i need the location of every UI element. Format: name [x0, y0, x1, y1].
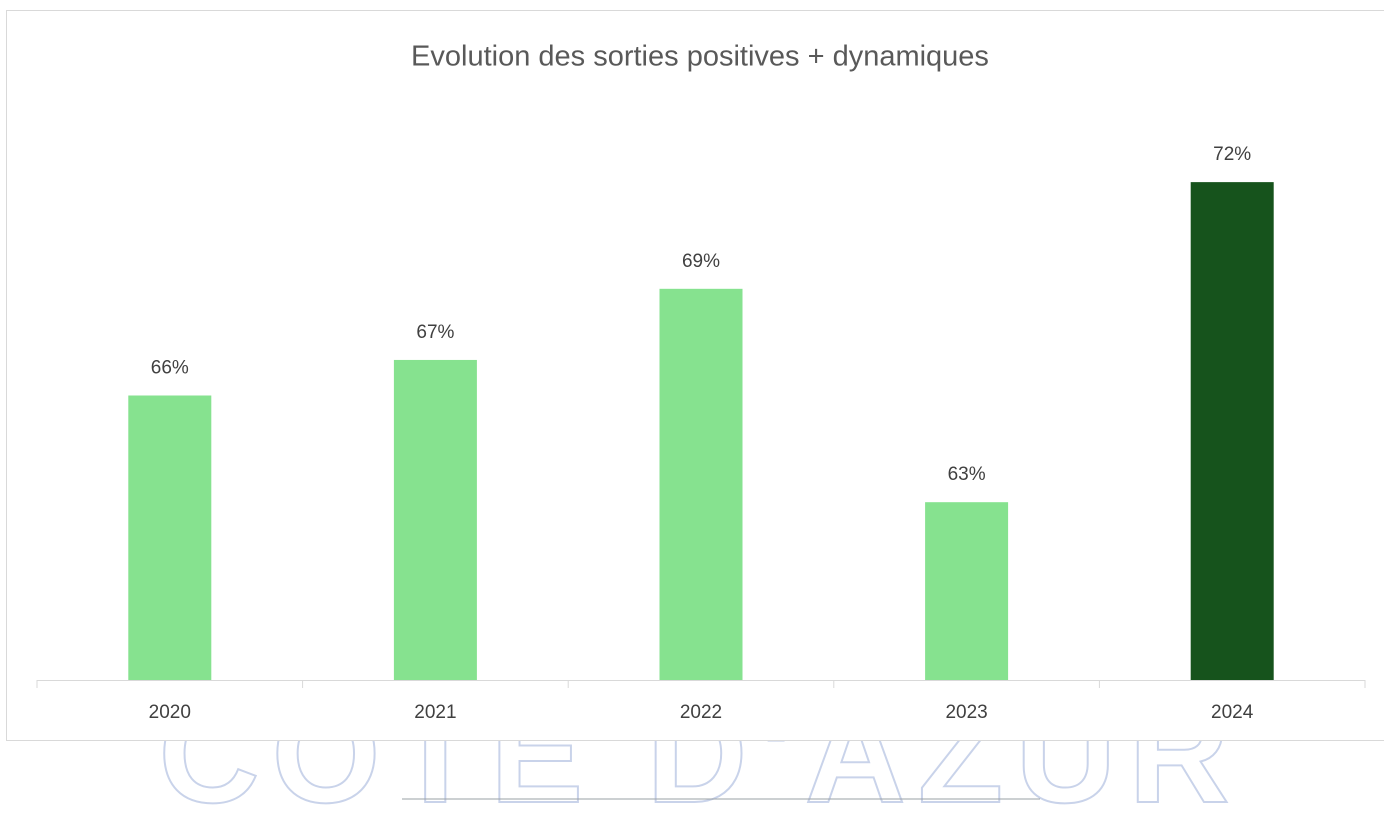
bar [659, 288, 743, 680]
bar [393, 359, 477, 680]
bar [1190, 182, 1274, 680]
data-label: 72% [1213, 144, 1251, 165]
x-tick-label: 2023 [945, 702, 987, 723]
chart: Evolution des sorties positives + dynami… [36, 41, 1366, 723]
data-label: 67% [416, 322, 454, 343]
x-tick-label: 2021 [414, 702, 456, 723]
bar [128, 395, 212, 680]
chart-title: Evolution des sorties positives + dynami… [411, 41, 989, 73]
data-label: 66% [151, 358, 189, 379]
data-label: 63% [948, 464, 986, 485]
x-tick-label: 2024 [1211, 702, 1254, 723]
x-tick-label: 2022 [680, 702, 722, 723]
data-label: 69% [682, 251, 720, 272]
bar [925, 502, 1009, 680]
x-tick-label: 2020 [149, 702, 191, 723]
